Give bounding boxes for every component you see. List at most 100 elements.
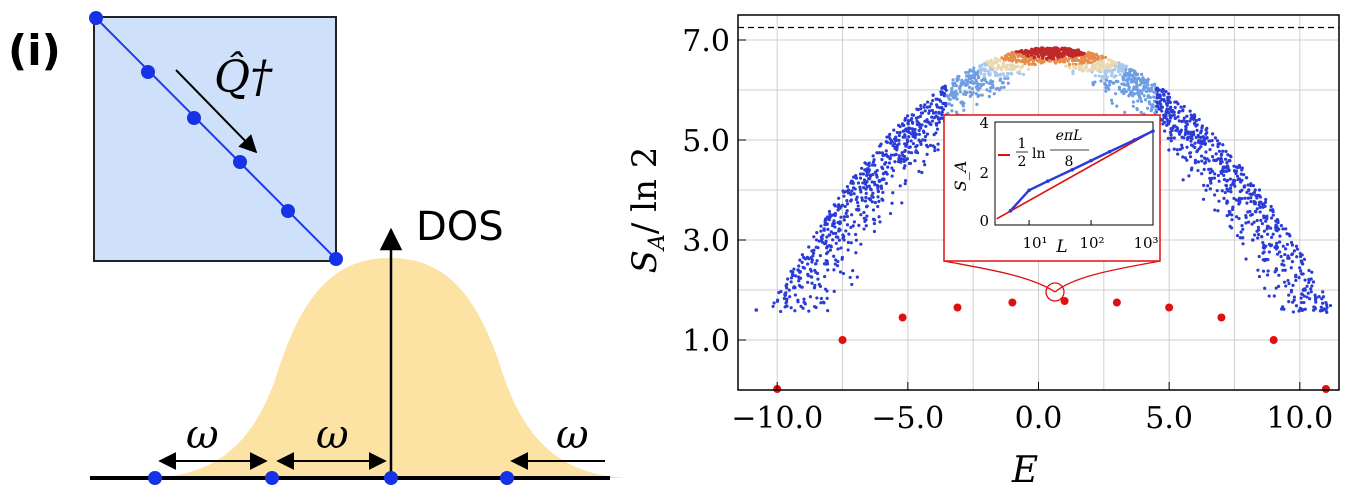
cloud-point: [787, 288, 791, 292]
cloud-point: [1260, 222, 1264, 226]
cloud-point: [1112, 81, 1116, 85]
cloud-point: [789, 280, 793, 284]
cloud-point: [1308, 297, 1312, 301]
cloud-point: [1252, 220, 1256, 224]
cloud-point: [1213, 172, 1217, 176]
cloud-point: [1109, 73, 1114, 78]
cloud-point: [970, 87, 975, 91]
cloud-point: [1014, 65, 1018, 69]
cloud-point: [917, 128, 921, 133]
cloud-point: [1051, 48, 1056, 52]
cloud-point: [833, 211, 838, 216]
cloud-point: [813, 283, 817, 288]
cloud-point: [903, 164, 907, 168]
cloud-point: [1282, 307, 1286, 311]
cloud-point: [884, 170, 888, 174]
cloud-point: [786, 277, 790, 281]
cloud-point: [930, 115, 934, 119]
cloud-point: [873, 163, 877, 167]
cloud-point: [1224, 183, 1228, 187]
cloud-point: [816, 246, 820, 250]
cloud-point: [815, 231, 819, 235]
cloud-point: [887, 135, 891, 139]
cloud-point: [1137, 76, 1141, 80]
cloud-point: [845, 214, 850, 219]
cloud-point: [1182, 116, 1186, 120]
cloud-point: [890, 166, 894, 170]
cloud-point: [884, 149, 888, 153]
cloud-point: [983, 69, 987, 73]
cloud-point: [849, 198, 853, 202]
cloud-point: [783, 293, 787, 297]
cloud-point: [1297, 309, 1301, 313]
cloud-point: [1100, 75, 1104, 79]
cloud-point: [1290, 243, 1295, 247]
cloud-point: [993, 71, 998, 75]
cloud-point: [1309, 290, 1313, 294]
cloud-point: [1115, 104, 1119, 108]
matrix-dot: [141, 65, 155, 79]
cloud-point: [1073, 53, 1077, 57]
cloud-point: [1103, 74, 1107, 78]
cloud-point: [837, 196, 841, 200]
cloud-point: [1260, 235, 1264, 239]
cloud-point: [1185, 114, 1189, 118]
x-tick-label: 0.0: [1015, 401, 1063, 436]
cloud-point: [1067, 62, 1072, 66]
cloud-point: [925, 118, 929, 122]
cloud-point: [819, 301, 823, 305]
cloud-point: [1062, 60, 1067, 64]
cloud-point: [962, 108, 966, 112]
cloud-point: [864, 205, 869, 209]
cloud-point: [1256, 236, 1260, 240]
cloud-point: [1302, 257, 1307, 261]
cloud-point: [1107, 66, 1111, 70]
entropy-chart: −10.0 −5.0 0.0 5.0 10.0 1.0 3.0 5.0 7.0 E SA/ l…: [625, 14, 1340, 490]
cloud-point: [1239, 230, 1243, 234]
cloud-point: [1213, 136, 1218, 140]
cloud-point: [863, 219, 867, 224]
cloud-point: [1312, 305, 1316, 309]
cloud-point: [779, 309, 783, 314]
cloud-point: [1244, 257, 1248, 261]
cloud-point: [1239, 172, 1243, 176]
cloud-point: [1212, 176, 1217, 180]
cloud-point: [819, 229, 823, 233]
cloud-point: [824, 223, 828, 227]
cloud-point: [1169, 139, 1173, 143]
tick-marks: [738, 39, 1301, 390]
cloud-point: [1278, 234, 1282, 238]
cloud-point: [1121, 70, 1125, 74]
cloud-point: [841, 233, 845, 237]
cloud-point: [1144, 81, 1148, 85]
cloud-point: [1225, 178, 1230, 182]
cloud-point: [982, 74, 986, 79]
cloud-point: [1144, 78, 1148, 82]
cloud-point: [1011, 51, 1015, 55]
cloud-point: [861, 172, 865, 176]
matrix-dot: [281, 204, 295, 218]
cloud-point: [942, 91, 947, 96]
cloud-point: [1158, 106, 1162, 111]
cloud-point: [1274, 268, 1279, 272]
cloud-point: [905, 142, 909, 146]
cloud-point: [1202, 183, 1206, 187]
cloud-point: [881, 177, 885, 181]
cloud-point: [1225, 201, 1229, 205]
cloud-point: [797, 279, 801, 283]
cloud-point: [1080, 68, 1084, 73]
cloud-point: [985, 80, 989, 85]
cloud-point: [913, 159, 917, 163]
matrix-dot: [187, 111, 201, 125]
cloud-point: [953, 91, 958, 95]
cloud-point: [984, 63, 989, 67]
cloud-point: [1283, 268, 1287, 272]
cloud-point: [1189, 136, 1193, 140]
cloud-point: [1241, 236, 1245, 240]
cloud-point: [854, 251, 858, 255]
cloud-point: [1222, 173, 1226, 177]
cloud-point: [897, 142, 901, 146]
cloud-point: [817, 239, 821, 243]
cloud-point: [1104, 78, 1108, 82]
cloud-point: [971, 91, 975, 95]
